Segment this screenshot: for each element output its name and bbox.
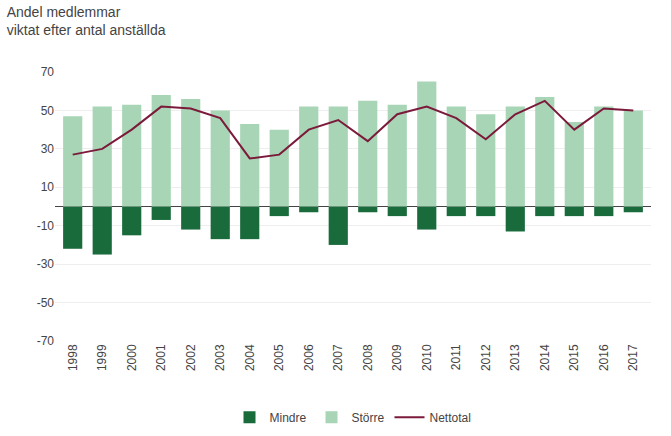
svg-text:2016: 2016 [597, 344, 611, 371]
svg-text:2011: 2011 [449, 344, 463, 370]
svg-text:2007: 2007 [331, 344, 345, 371]
svg-text:1999: 1999 [95, 344, 109, 371]
svg-text:-10: -10 [37, 219, 55, 233]
svg-text:2003: 2003 [213, 344, 227, 371]
svg-text:2017: 2017 [626, 344, 640, 371]
svg-text:Mindre: Mindre [270, 411, 307, 425]
svg-text:-30: -30 [37, 257, 55, 271]
svg-text:-70: -70 [37, 334, 55, 348]
svg-text:2001: 2001 [154, 344, 168, 371]
svg-text:2010: 2010 [420, 344, 434, 371]
svg-text:30: 30 [41, 142, 55, 156]
svg-text:2009: 2009 [390, 344, 404, 371]
svg-text:-50: -50 [37, 296, 55, 310]
svg-text:2000: 2000 [125, 344, 139, 371]
svg-text:70: 70 [41, 65, 55, 79]
svg-text:2008: 2008 [361, 344, 375, 371]
svg-text:50: 50 [41, 104, 55, 118]
svg-text:2012: 2012 [479, 344, 493, 371]
svg-text:2005: 2005 [272, 344, 286, 371]
svg-text:1998: 1998 [66, 344, 80, 371]
svg-text:10: 10 [41, 180, 55, 194]
svg-text:2015: 2015 [567, 344, 581, 371]
svg-text:Nettotal: Nettotal [430, 411, 471, 425]
svg-text:2006: 2006 [302, 344, 316, 371]
svg-text:2004: 2004 [243, 344, 257, 371]
svg-text:2013: 2013 [508, 344, 522, 371]
svg-text:2014: 2014 [538, 344, 552, 371]
svg-text:Större: Större [352, 411, 385, 425]
svg-text:2002: 2002 [184, 344, 198, 371]
svg-text:Andel medlemmarviktat efter an: Andel medlemmarviktat efter antal anstäl… [7, 4, 166, 38]
